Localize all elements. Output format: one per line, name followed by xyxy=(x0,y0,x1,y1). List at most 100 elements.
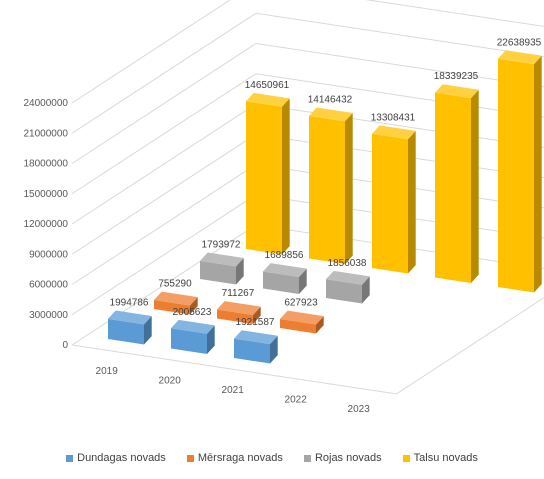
data-label: 2005623 xyxy=(173,307,212,318)
data-label: 18339235 xyxy=(434,71,479,82)
bar-front xyxy=(263,271,299,294)
bar-front xyxy=(154,300,190,315)
legend-item-dundagas[interactable]: Dundagas novads xyxy=(66,452,166,464)
legend-label: Rojas novads xyxy=(314,452,382,465)
bar-side xyxy=(345,113,353,264)
y-tick-label: 6000000 xyxy=(29,280,68,291)
bar-front xyxy=(498,58,534,293)
legend-swatch xyxy=(66,454,74,462)
data-label: 755290 xyxy=(158,279,192,290)
bar-top xyxy=(108,310,152,325)
x-tick-label: 2022 xyxy=(285,395,308,406)
bar-front xyxy=(200,260,236,285)
bar-top xyxy=(171,319,215,334)
legend-swatch xyxy=(186,454,194,462)
bar[interactable] xyxy=(217,301,261,324)
y-tick-label: 0 xyxy=(62,340,68,351)
gridline-side xyxy=(71,0,231,104)
legend-swatch xyxy=(303,454,311,462)
bar-front xyxy=(435,92,471,283)
y-tick-label: 3000000 xyxy=(29,310,68,321)
y-tick-label: 12000000 xyxy=(24,219,69,230)
bar[interactable] xyxy=(280,310,324,334)
gridline-side xyxy=(71,194,257,316)
bar-front xyxy=(108,318,144,345)
bar-front xyxy=(372,133,408,274)
gridline-side xyxy=(71,73,257,195)
bar-top xyxy=(372,125,416,140)
bar[interactable] xyxy=(108,310,152,345)
legend-item-mersraga[interactable]: Mērsraga novads xyxy=(186,452,283,465)
data-label: 13308431 xyxy=(371,112,416,123)
y-tick-label: 9000000 xyxy=(29,249,68,260)
y-tick-label: 15000000 xyxy=(24,189,69,200)
bar-side xyxy=(408,130,416,274)
gridline-side xyxy=(71,133,257,255)
legend-swatch xyxy=(402,454,410,462)
floor-right-edge xyxy=(396,297,544,395)
bar-side xyxy=(316,316,324,334)
gridline-side xyxy=(71,103,257,225)
legend-item-rojas[interactable]: Rojas novads xyxy=(303,452,382,465)
legend: Dundagas novads Mērsraga novads Rojas no… xyxy=(0,452,544,464)
y-tick-label: 24000000 xyxy=(24,98,69,109)
bar[interactable] xyxy=(498,50,542,293)
bar-top xyxy=(263,263,307,277)
bar[interactable] xyxy=(309,107,353,265)
bar-top xyxy=(246,92,290,107)
data-label: 22638935 xyxy=(497,37,542,48)
bar-front xyxy=(309,115,345,265)
bar-top xyxy=(280,310,324,325)
legend-item-talsu[interactable]: Talsu novads xyxy=(402,452,478,464)
bar-side xyxy=(299,268,307,294)
legend-label: Dundagas novads xyxy=(77,452,166,465)
floor-front-edge xyxy=(71,344,397,395)
bar-top xyxy=(498,50,542,65)
bar-top xyxy=(435,84,479,99)
x-tick-label: 2020 xyxy=(159,376,182,387)
bar[interactable] xyxy=(263,263,307,294)
data-label: 1921587 xyxy=(236,317,275,328)
bar-front xyxy=(217,309,253,324)
bar-side xyxy=(362,276,370,304)
bar-front xyxy=(246,101,282,255)
bar[interactable] xyxy=(200,252,244,285)
bar[interactable] xyxy=(246,92,290,255)
bar[interactable] xyxy=(171,319,215,354)
data-label: 1994786 xyxy=(110,297,149,308)
bar-side xyxy=(270,335,278,364)
bar-front xyxy=(171,328,207,354)
bar-side xyxy=(534,55,542,293)
bar-top xyxy=(154,291,198,306)
y-tick-label: 18000000 xyxy=(24,159,69,170)
data-label: 1856038 xyxy=(328,258,367,269)
bar[interactable] xyxy=(435,84,479,283)
bar-side xyxy=(236,258,244,285)
bar-top xyxy=(217,301,261,315)
gridline-side xyxy=(71,224,257,346)
bar[interactable] xyxy=(372,125,416,274)
x-tick-label: 2019 xyxy=(96,366,119,377)
bar-front xyxy=(280,319,316,334)
x-tick-label: 2021 xyxy=(222,385,245,396)
gridline-side xyxy=(71,43,257,164)
bar[interactable] xyxy=(154,291,198,315)
data-label: 711267 xyxy=(222,288,255,299)
data-label: 14146432 xyxy=(308,94,353,105)
bar-side xyxy=(471,89,479,283)
x-tick-label: 2023 xyxy=(348,404,371,415)
legend-label: Mērsraga novads xyxy=(197,452,283,465)
bar-top xyxy=(309,107,353,122)
gridline-side xyxy=(71,164,257,285)
y-tick-label: 21000000 xyxy=(24,128,69,139)
bar-top xyxy=(326,270,370,285)
bar-side xyxy=(144,316,152,345)
bar-front xyxy=(326,279,362,304)
data-label: 14650961 xyxy=(245,80,290,91)
bar[interactable] xyxy=(234,330,278,364)
bar-side xyxy=(207,325,215,354)
bar[interactable] xyxy=(326,270,370,304)
data-label: 1689856 xyxy=(265,250,304,261)
bar-front xyxy=(234,338,270,364)
